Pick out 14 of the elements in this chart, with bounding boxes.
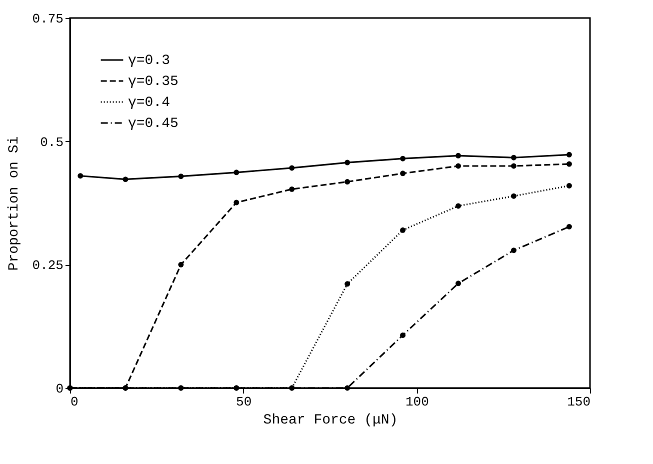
- y-tick-label: 0.25: [32, 258, 64, 274]
- x-tick-label: 0: [70, 394, 78, 410]
- y-tick-label: 0.75: [32, 12, 64, 26]
- legend-label: γ=0.45: [128, 116, 178, 132]
- x-tick-label: 150: [567, 394, 590, 410]
- legend-label: γ=0.4: [128, 95, 170, 111]
- y-tick-label: 0.5: [40, 134, 64, 150]
- y-axis-title: Proportion on Si: [6, 136, 22, 271]
- legend-label: γ=0.35: [128, 74, 178, 90]
- y-tick-label: 0: [56, 382, 64, 396]
- legend-label: γ=0.3: [128, 53, 170, 69]
- x-tick-label: 50: [236, 394, 252, 410]
- x-axis-title: Shear Force (μN): [263, 412, 398, 428]
- x-tick-label: 100: [405, 394, 429, 410]
